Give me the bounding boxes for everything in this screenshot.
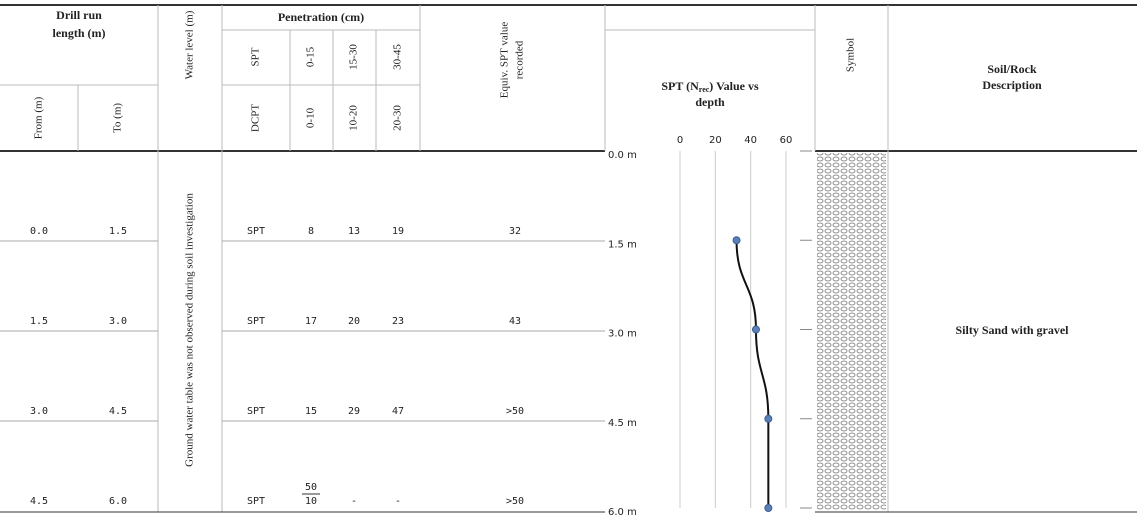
- header-range: 20-30: [392, 105, 404, 131]
- header-to: To (m): [112, 103, 124, 133]
- test: SPT: [247, 226, 265, 237]
- equiv-spt: 43: [509, 316, 521, 327]
- header-description: Description: [982, 78, 1042, 92]
- penetration: 29: [348, 406, 360, 417]
- chart-title: depth: [695, 95, 725, 109]
- penetration-num: 50: [305, 482, 317, 493]
- header-range: 0-10: [305, 107, 317, 128]
- penetration-den: 10: [305, 496, 317, 507]
- header-range: 15-30: [348, 44, 360, 70]
- header-range: 30-45: [392, 44, 404, 70]
- header-description: Soil/Rock: [987, 62, 1037, 76]
- title-part: SPT (N: [661, 79, 699, 93]
- equiv-spt: >50: [506, 406, 524, 417]
- spt-point: [765, 415, 772, 422]
- y-tick-label: 3.0 m: [608, 329, 637, 340]
- header-drill-run: Drill run: [56, 8, 102, 22]
- equiv-spt: >50: [506, 496, 524, 507]
- penetration: -: [395, 496, 401, 507]
- from: 0.0: [30, 226, 48, 237]
- x-tick-label: 20: [709, 135, 722, 146]
- test: SPT: [247, 496, 265, 507]
- title-sub: rec: [699, 85, 710, 94]
- penetration: 8: [308, 226, 314, 237]
- header-range: 10-20: [348, 105, 360, 131]
- y-tick-label: 1.5 m: [608, 239, 637, 250]
- header-dcpt: DCPT: [250, 104, 262, 132]
- header-penetration: Penetration (cm): [278, 10, 364, 24]
- x-tick-label: 0: [677, 135, 683, 146]
- test: SPT: [247, 316, 265, 327]
- chart-title: SPT (Nrec) Value vs: [661, 79, 759, 94]
- penetration: -: [351, 496, 357, 507]
- equiv-spt: 32: [509, 226, 521, 237]
- from: 1.5: [30, 316, 48, 327]
- soil-symbol: [817, 153, 886, 510]
- title-part: ) Value vs: [709, 79, 759, 93]
- header-from: From (m): [33, 96, 45, 139]
- water-note: Ground water table was not observed duri…: [184, 193, 196, 467]
- y-tick-label: 6.0 m: [608, 507, 637, 515]
- soil-description: Silty Sand with gravel: [955, 323, 1069, 337]
- y-tick-label: 4.5 m: [608, 418, 637, 429]
- from: 4.5: [30, 496, 48, 507]
- penetration: 13: [348, 226, 360, 237]
- header-range: 0-15: [305, 46, 317, 67]
- header-symbol: Symbol: [845, 38, 857, 72]
- spt-line: [737, 240, 769, 508]
- penetration: 15: [305, 406, 317, 417]
- penetration: 19: [392, 226, 404, 237]
- penetration: 17: [305, 316, 317, 327]
- to: 3.0: [109, 316, 127, 327]
- x-tick-label: 60: [780, 135, 793, 146]
- header-water-level: Water level (m): [184, 10, 196, 79]
- header-spt: SPT: [250, 47, 262, 66]
- spt-point: [733, 237, 740, 244]
- penetration: 23: [392, 316, 404, 327]
- header-equiv: Equiv. SPT value: [499, 22, 511, 99]
- spt-point: [765, 505, 772, 512]
- penetration: 47: [392, 406, 404, 417]
- header-equiv: recorded: [514, 40, 526, 79]
- penetration: 20: [348, 316, 360, 327]
- table-grid: [0, 5, 1137, 512]
- borehole-log: Drill run length (m) Penetration (cm) So…: [0, 0, 1137, 515]
- test: SPT: [247, 406, 265, 417]
- to: 4.5: [109, 406, 127, 417]
- to: 1.5: [109, 226, 127, 237]
- spt-point: [752, 326, 759, 333]
- to: 6.0: [109, 496, 127, 507]
- y-tick-label: 0.0 m: [608, 150, 637, 161]
- from: 3.0: [30, 406, 48, 417]
- x-tick-label: 40: [744, 135, 757, 146]
- header-drill-run: length (m): [53, 26, 106, 40]
